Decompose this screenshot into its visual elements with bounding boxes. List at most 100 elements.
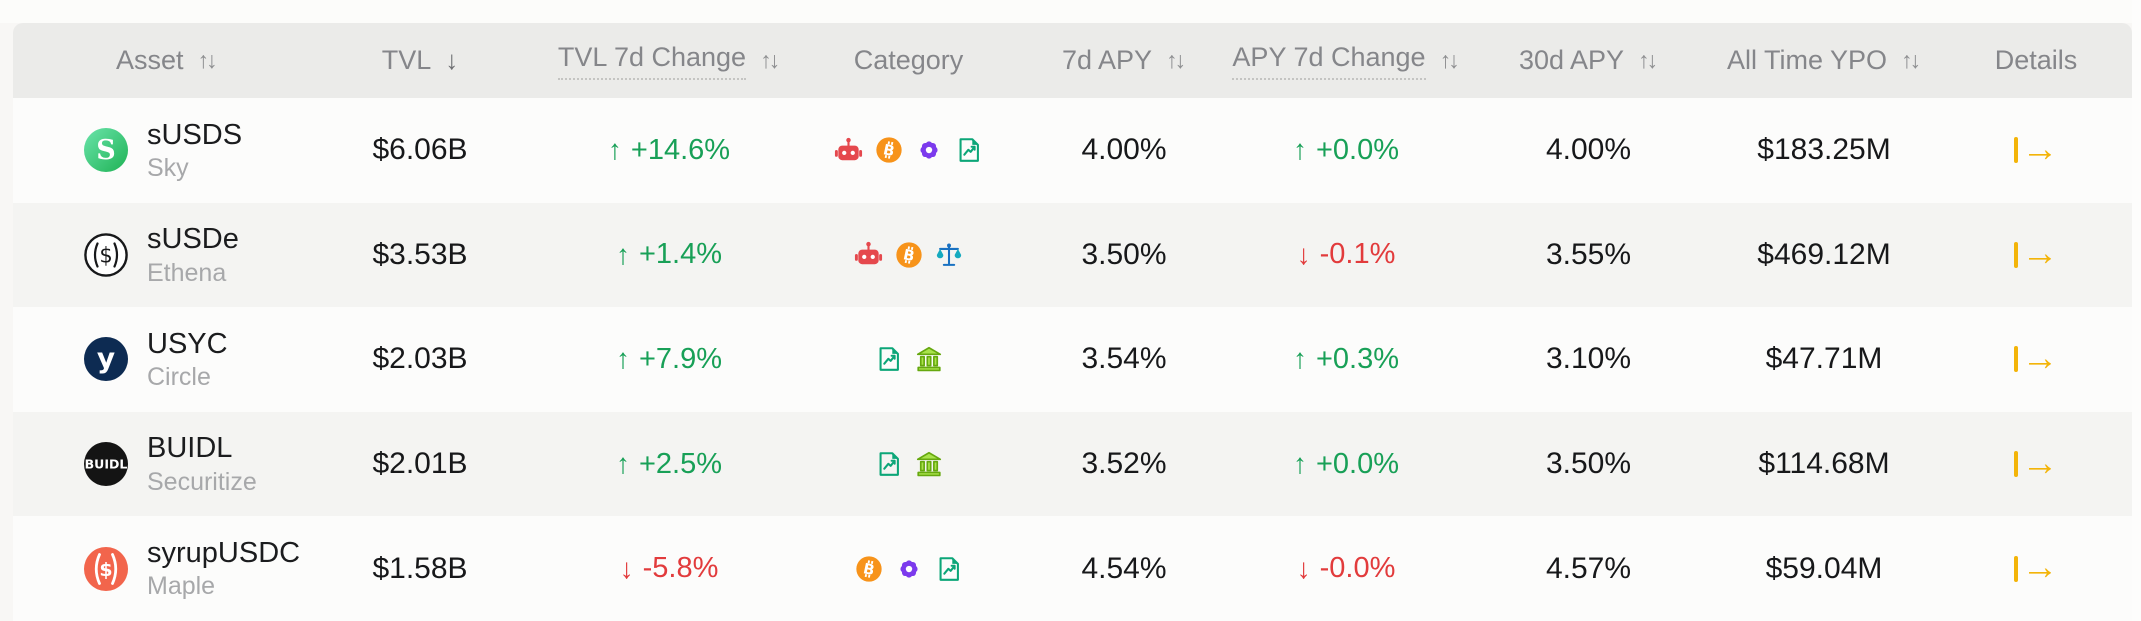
asset-name: sUSDe (147, 223, 239, 256)
asset-issuer: Maple (147, 572, 216, 601)
chart-category-icon (933, 553, 964, 584)
svg-text:B: B (881, 143, 895, 161)
category-cell (792, 344, 1025, 375)
table-row[interactable]: BUIDL BUIDL Securitize $2.01B ↑ +2.5% 3.… (13, 411, 2132, 517)
svg-text:$: $ (99, 559, 112, 581)
all-time-ypo-cell: $183.25M (1757, 133, 1891, 167)
change-direction-icon: ↑ (607, 134, 622, 166)
change-direction-icon: ↑ (615, 343, 630, 375)
apy-30d-cell: 3.50% (1545, 447, 1632, 481)
category-cell (792, 449, 1025, 480)
svg-text:y: y (97, 342, 115, 375)
apy-7d-cell: 3.52% (1081, 447, 1167, 481)
syrup-logo-icon: $ (83, 546, 129, 592)
apy-7d-change-cell: ↓ -0.0% (1223, 552, 1469, 585)
btc-category-icon: B (893, 239, 924, 270)
bank-category-icon (913, 344, 944, 375)
apy-30d-cell: 4.00% (1545, 133, 1632, 167)
all-time-ypo-cell: $114.68M (1758, 447, 1890, 481)
apy-7d-cell: 3.54% (1081, 342, 1167, 376)
column-header-30d-apy[interactable]: 30d APY ↑↓ (1469, 45, 1708, 76)
details-arrow-icon[interactable]: → (2013, 339, 2059, 378)
change-value: +1.4% (638, 238, 723, 271)
apy-30d-cell: 4.57% (1545, 551, 1632, 585)
change-direction-icon: ↑ (1292, 448, 1307, 480)
column-header-asset[interactable]: Asset ↑↓ (13, 45, 294, 76)
sky-logo-icon: S (83, 127, 129, 173)
column-label: Details (1994, 45, 2078, 75)
gear-category-icon (893, 553, 924, 584)
table-body: S sUSDS Sky $6.06B ↑ +14.6% B 4.00% ↑ +0… (13, 98, 2132, 621)
svg-text:BUIDL: BUIDL (85, 457, 128, 472)
column-label: Category (853, 45, 964, 75)
column-label: TVL 7d Change (557, 42, 747, 80)
tvl-cell: $2.01B (372, 447, 468, 481)
buidl-logo-icon: BUIDL (83, 441, 129, 487)
asset-name: sUSDS (147, 118, 243, 151)
change-direction-icon: ↓ (619, 552, 634, 584)
tvl-7d-change-cell: ↑ +2.5% (546, 448, 792, 481)
change-direction-icon: ↓ (1296, 238, 1311, 270)
apy-30d-cell: 3.55% (1545, 237, 1632, 271)
sort-updown-icon[interactable]: ↑↓ (197, 47, 218, 73)
asset-issuer: Sky (147, 154, 189, 183)
change-direction-icon: ↓ (1296, 552, 1311, 584)
change-value: +0.0% (1315, 447, 1400, 480)
svg-text:$: $ (99, 243, 112, 267)
apy-7d-change-cell: ↑ +0.0% (1223, 448, 1469, 481)
column-header-7d-apy[interactable]: 7d APY ↑↓ (1025, 45, 1223, 76)
scales-category-icon (933, 239, 964, 270)
column-header-tvl-7d-change[interactable]: TVL 7d Change ↑↓ (546, 42, 792, 80)
apy-30d-cell: 3.10% (1545, 342, 1632, 376)
table-row[interactable]: y USYC Circle $2.03B ↑ +7.9% 3.54% ↑ +0.… (13, 307, 2132, 412)
table-header-row: Asset ↑↓ TVL ↓ TVL 7d Change ↑↓ Category… (13, 23, 2132, 98)
column-label: 30d APY (1518, 45, 1625, 75)
table-row[interactable]: $ sUSDe Ethena $3.53B ↑ +1.4% B 3.50% ↓ … (13, 202, 2132, 308)
change-direction-icon: ↑ (615, 448, 630, 480)
change-direction-icon: ↑ (1292, 343, 1307, 375)
details-arrow-icon[interactable]: → (2013, 130, 2059, 169)
robot-category-icon (853, 239, 884, 270)
tvl-cell: $6.06B (372, 133, 468, 167)
svg-text:B: B (861, 561, 875, 579)
column-header-all-time-ypo[interactable]: All Time YPO ↑↓ (1708, 45, 1940, 76)
chart-category-icon (873, 449, 904, 480)
apy-7d-change-cell: ↑ +0.3% (1223, 343, 1469, 376)
ethena-logo-icon: $ (83, 232, 129, 278)
sort-updown-icon[interactable]: ↑↓ (1638, 47, 1658, 73)
column-header-apy-7d-change[interactable]: APY 7d Change ↑↓ (1223, 42, 1469, 80)
asset-issuer: Ethena (147, 258, 227, 287)
sort-updown-icon[interactable]: ↑↓ (1166, 47, 1186, 73)
robot-category-icon (833, 135, 864, 166)
sort-desc-icon[interactable]: ↓ (445, 45, 459, 75)
asset-cell: BUIDL BUIDL Securitize (13, 432, 294, 496)
sort-updown-icon[interactable]: ↑↓ (1901, 47, 1921, 73)
details-cell: → (1940, 234, 2132, 273)
usyc-logo-icon: y (83, 336, 129, 382)
chart-category-icon (953, 135, 984, 166)
page-right-margin (2132, 0, 2141, 621)
details-arrow-icon[interactable]: → (2013, 444, 2059, 483)
column-label: 7d APY (1061, 45, 1153, 75)
column-label: Asset (116, 45, 184, 75)
change-direction-icon: ↑ (615, 238, 630, 270)
all-time-ypo-cell: $47.71M (1765, 342, 1883, 376)
asset-cell: $ syrupUSDC Maple (13, 537, 300, 600)
details-arrow-icon[interactable]: → (2013, 234, 2059, 273)
details-arrow-icon[interactable]: → (2013, 548, 2059, 587)
table-row[interactable]: S sUSDS Sky $6.06B ↑ +14.6% B 4.00% ↑ +0… (13, 98, 2132, 203)
tvl-cell: $3.53B (372, 237, 468, 271)
apy-7d-cell: 4.54% (1081, 551, 1167, 585)
svg-text:B: B (901, 247, 915, 265)
sort-updown-icon[interactable]: ↑↓ (1439, 47, 1460, 73)
btc-category-icon: B (873, 135, 904, 166)
table-row[interactable]: $ syrupUSDC Maple $1.58B ↓ -5.8% B 4.54%… (13, 516, 2132, 621)
yield-assets-table: Asset ↑↓ TVL ↓ TVL 7d Change ↑↓ Category… (13, 23, 2132, 621)
column-header-tvl[interactable]: TVL ↓ (294, 45, 546, 76)
apy-7d-change-cell: ↓ -0.1% (1223, 238, 1469, 271)
change-value: +2.5% (638, 447, 723, 480)
all-time-ypo-cell: $59.04M (1765, 551, 1883, 585)
details-cell: → (1940, 339, 2132, 378)
column-label: All Time YPO (1726, 45, 1888, 75)
sort-updown-icon[interactable]: ↑↓ (760, 47, 780, 73)
